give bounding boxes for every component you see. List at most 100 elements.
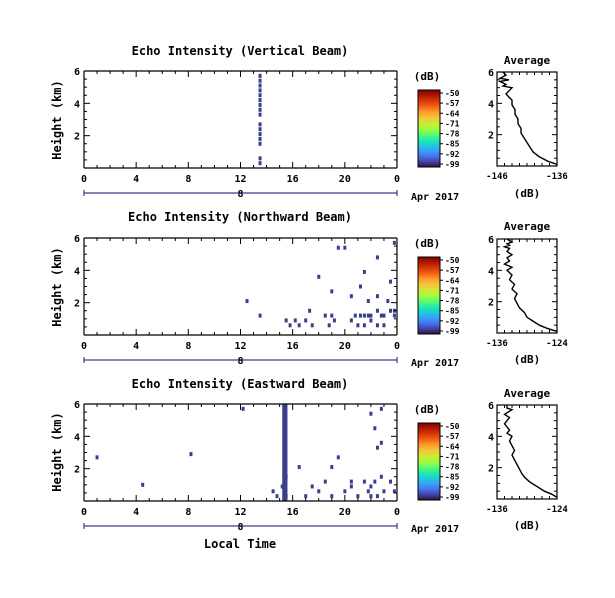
colorbar-tick-label: -78 <box>445 297 460 306</box>
echo-cell <box>293 318 297 323</box>
x-tick-label: 4 <box>133 341 139 352</box>
echo-cell <box>366 489 370 494</box>
avg-title-northward: Average <box>504 220 551 233</box>
date-label-northward: Apr 2017 <box>411 358 459 369</box>
x-tick-label: 12 <box>234 341 246 352</box>
x-tick-label: 20 <box>339 341 351 352</box>
echo-cell <box>369 411 373 416</box>
colorbar-label: (dB) <box>414 237 441 250</box>
avg-y-tick-label: 6 <box>488 68 494 79</box>
colorbar-gradient <box>417 422 441 501</box>
x-tick-label: 16 <box>287 341 299 352</box>
echo-cell <box>258 98 262 103</box>
colorbar-tick-label: -57 <box>445 99 460 108</box>
x-tick-label: 12 <box>234 174 246 185</box>
ylabel-northward: Height (km) <box>50 247 64 326</box>
echo-cell <box>284 318 288 323</box>
echo-cell <box>327 323 331 328</box>
avg-title-eastward: Average <box>504 387 551 400</box>
colorbar-tick-label: -99 <box>445 493 460 502</box>
colorbar-tick-label: -50 <box>445 89 460 98</box>
echo-cell <box>349 294 353 299</box>
average-profile-vertical: 2 4 6 -146 -136 <box>486 68 568 182</box>
avg-y-tick-label: 2 <box>488 464 494 475</box>
echo-cell <box>375 255 379 260</box>
avg-x-tick-label: -146 <box>486 172 508 182</box>
avg-y-tick-label: 4 <box>488 99 494 110</box>
avg-title-vertical: Average <box>504 54 551 67</box>
echo-cell <box>375 445 379 450</box>
y-tick-label: 4 <box>74 266 80 277</box>
avg-profile-line <box>502 238 558 333</box>
colorbar-vertical: (dB) -50-57-64-71 -78-85-92-99 <box>414 70 460 169</box>
echo-cell <box>304 494 308 499</box>
echo-cell <box>141 482 145 487</box>
echo-cell <box>379 440 383 445</box>
echo-cell <box>258 107 262 112</box>
colorbar-tick-label: -71 <box>445 286 460 295</box>
y-tick-label: 6 <box>74 400 80 411</box>
echo-cell <box>271 489 275 494</box>
echo-cell <box>362 323 366 328</box>
echo-cell <box>379 406 383 411</box>
echo-cell <box>353 313 357 318</box>
colorbar-tick-label: -99 <box>445 327 460 336</box>
x-tick-label: 0 <box>81 507 87 518</box>
heatmap-title-vertical: Echo Intensity (Vertical Beam) <box>132 44 349 58</box>
echo-cell <box>275 494 279 499</box>
echo-cell <box>258 78 262 83</box>
avg-xlabel-eastward: (dB) <box>514 519 541 532</box>
avg-y-tick-label: 6 <box>488 401 494 412</box>
y-tick-label: 2 <box>74 132 80 143</box>
colorbar-tick-label: -71 <box>445 452 460 461</box>
ylabel-vertical: Height (km) <box>50 80 64 159</box>
echo-cell <box>375 294 379 299</box>
avg-x-tick-label: -124 <box>546 505 568 515</box>
day-label: 8 <box>237 522 243 533</box>
panel-eastward-beam: Echo Intensity (Eastward Beam) 0 4 8 12 16 20… <box>50 377 568 535</box>
x-tick-label: 20 <box>339 507 351 518</box>
echo-cell <box>258 313 262 318</box>
avg-xlabel-northward: (dB) <box>514 353 541 366</box>
avg-frame <box>496 404 558 500</box>
colorbar-tick-label: -64 <box>445 442 460 451</box>
panel-vertical-beam: Echo Intensity (Vertical Beam) 0 4 8 12 16 20… <box>50 44 568 203</box>
x-tick-label: 8 <box>185 174 191 185</box>
echo-cell <box>366 299 370 304</box>
echo-cell <box>382 323 386 328</box>
echo-cell <box>258 122 262 127</box>
echo-cell <box>362 269 366 274</box>
echo-cell <box>349 484 353 489</box>
echo-cell <box>258 112 262 117</box>
echo-cell <box>373 426 377 431</box>
x-tick-label: 16 <box>287 507 299 518</box>
average-profile-northward: 2 4 6 -136 -124 <box>486 235 568 349</box>
echo-cell <box>258 156 262 161</box>
echo-cell <box>349 479 353 484</box>
echo-cell <box>343 489 347 494</box>
echo-cell <box>336 455 340 460</box>
colorbar-tick-label: -85 <box>445 307 460 316</box>
echo-cell <box>392 240 396 245</box>
avg-frame <box>496 238 558 334</box>
echo-cell <box>375 308 379 313</box>
date-label-eastward: Apr 2017 <box>411 524 459 535</box>
echo-cell <box>369 484 373 489</box>
echo-cell <box>258 127 262 132</box>
echo-cell <box>297 323 301 328</box>
avg-x-tick-label: -136 <box>546 172 568 182</box>
colorbar-tick-label: -92 <box>445 317 460 326</box>
echo-cell <box>317 489 321 494</box>
y-tick-label: 2 <box>74 299 80 310</box>
colorbar-tick-label: -85 <box>445 140 460 149</box>
y-tick-label: 2 <box>74 465 80 476</box>
heatmap-northward-beam: 0 4 8 12 16 20 0 2 4 6 8 <box>74 234 400 367</box>
avg-x-tick-label: -136 <box>486 339 508 349</box>
echo-cell <box>258 136 262 141</box>
colorbar-tick-label: -99 <box>445 160 460 169</box>
echo-cell <box>310 484 314 489</box>
avg-profile-line <box>497 71 558 166</box>
echo-cell <box>304 318 308 323</box>
colorbar-gradient <box>417 89 441 168</box>
